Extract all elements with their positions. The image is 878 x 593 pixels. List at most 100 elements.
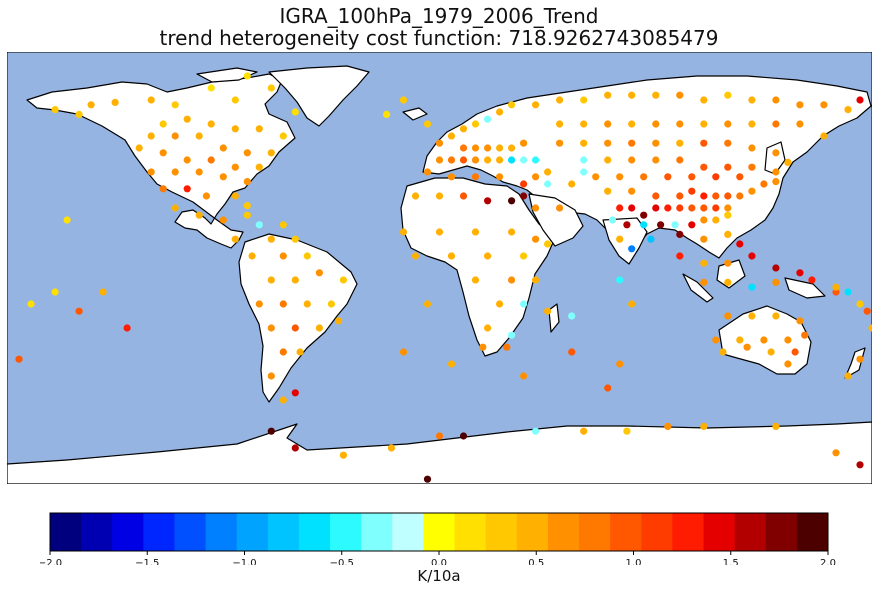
station-marker	[580, 139, 588, 147]
station-marker	[520, 192, 528, 200]
station-marker	[801, 331, 809, 339]
station-marker	[75, 307, 83, 315]
station-marker	[255, 221, 263, 229]
station-marker	[219, 216, 227, 224]
station-marker	[447, 132, 456, 140]
station-marker	[568, 312, 576, 320]
station-marker	[676, 230, 684, 238]
station-marker	[99, 288, 107, 296]
station-marker	[508, 101, 516, 109]
station-marker	[544, 240, 552, 248]
station-marker	[604, 156, 612, 164]
station-marker	[832, 283, 840, 291]
station-marker	[123, 324, 131, 332]
station-marker	[772, 168, 780, 176]
station-marker	[724, 230, 732, 238]
station-marker	[171, 204, 179, 212]
station-marker	[700, 204, 708, 212]
colorbar-cell	[50, 513, 82, 551]
station-marker	[520, 139, 528, 147]
colorbar-cell	[361, 513, 393, 551]
colorbar-tick-label: 0.0	[431, 558, 447, 565]
station-marker	[520, 300, 528, 308]
station-marker	[580, 96, 588, 104]
station-marker	[459, 156, 468, 164]
station-marker	[688, 221, 696, 229]
station-marker	[159, 120, 167, 128]
station-marker	[580, 168, 588, 176]
station-marker	[724, 120, 732, 128]
station-marker	[664, 204, 672, 212]
station-marker	[267, 324, 275, 332]
station-marker	[623, 427, 631, 435]
station-marker	[399, 228, 408, 236]
station-marker	[592, 173, 600, 181]
station-marker	[640, 221, 648, 229]
colorbar-cell	[81, 513, 113, 551]
new-guinea	[784, 277, 826, 299]
station-marker	[868, 324, 872, 332]
station-marker	[496, 300, 504, 308]
station-marker	[243, 149, 251, 157]
station-marker	[327, 300, 335, 308]
station-marker	[743, 343, 751, 351]
station-marker	[580, 156, 588, 164]
station-marker	[628, 139, 636, 147]
station-marker	[447, 156, 456, 164]
station-marker	[171, 132, 179, 140]
station-marker	[339, 451, 347, 459]
colorbar-cell	[672, 513, 705, 551]
station-marker	[604, 139, 612, 147]
station-marker	[772, 422, 780, 430]
station-marker	[508, 228, 516, 236]
station-marker	[772, 149, 780, 157]
station-marker	[760, 336, 768, 344]
station-marker	[604, 384, 612, 392]
colorbar-cells	[50, 513, 829, 551]
station-marker	[435, 228, 444, 236]
station-marker	[791, 348, 799, 356]
station-marker	[700, 259, 708, 267]
station-marker	[712, 336, 720, 344]
station-marker	[796, 269, 804, 277]
station-marker	[243, 211, 251, 219]
station-marker	[195, 211, 203, 219]
station-marker	[676, 91, 684, 99]
station-marker	[700, 139, 708, 147]
colorbar-cell	[796, 513, 829, 551]
station-marker	[471, 276, 480, 284]
station-marker	[207, 156, 215, 164]
station-marker	[748, 312, 756, 320]
station-marker	[856, 300, 864, 308]
station-marker	[580, 427, 588, 435]
station-marker	[652, 120, 660, 128]
colorbar-cell	[174, 513, 207, 551]
station-marker	[748, 187, 756, 195]
iceland	[402, 107, 428, 121]
station-marker	[676, 139, 684, 147]
colorbar-cell	[298, 513, 331, 551]
station-marker	[664, 422, 672, 430]
colorbar-cell	[641, 513, 673, 551]
station-marker	[724, 259, 732, 267]
station-marker	[657, 221, 665, 229]
station-marker	[688, 187, 696, 195]
station-marker	[652, 204, 660, 212]
station-marker	[508, 144, 516, 152]
world-map	[7, 52, 872, 484]
station-marker	[784, 158, 792, 166]
station-marker	[844, 106, 852, 114]
chart-title: IGRA_100hPa_1979_2006_Trend	[279, 4, 599, 28]
station-marker	[267, 235, 275, 243]
station-marker	[604, 120, 612, 128]
station-marker	[796, 317, 804, 325]
station-marker	[652, 192, 660, 200]
station-marker	[772, 96, 780, 104]
station-marker	[628, 245, 636, 253]
station-markers	[15, 72, 872, 483]
station-marker	[111, 98, 119, 106]
station-marker	[171, 168, 179, 176]
colorbar-cell	[267, 513, 300, 551]
station-marker	[508, 156, 516, 164]
station-marker	[183, 115, 191, 123]
